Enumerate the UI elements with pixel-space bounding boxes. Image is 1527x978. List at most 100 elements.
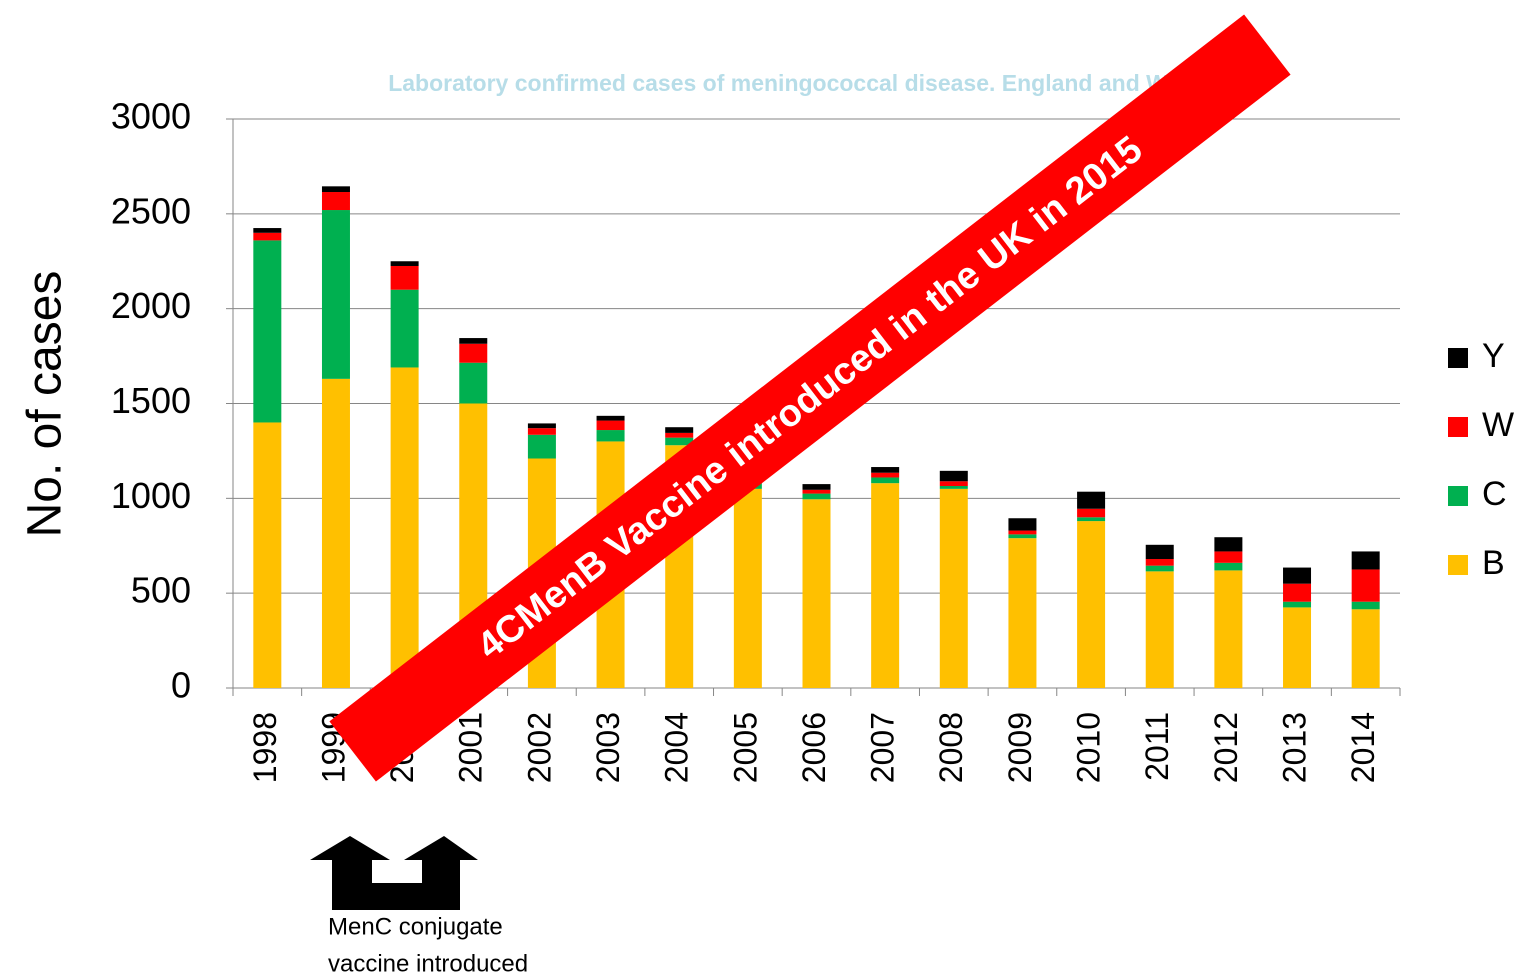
- bar-segment: [802, 499, 831, 688]
- chart-title: Laboratory confirmed cases of meningococ…: [388, 70, 1212, 96]
- annotation-text: vaccine introduced: [328, 950, 528, 977]
- bar-segment: [253, 422, 282, 688]
- x-tick-label: 2013: [1276, 712, 1312, 783]
- x-tick-label: 2012: [1208, 712, 1244, 783]
- bar-segment: [321, 192, 350, 211]
- bar-segment: [939, 470, 968, 482]
- legend-label: Y: [1482, 337, 1505, 375]
- annotation-text: MenC conjugate: [328, 913, 503, 940]
- x-tick-label: 2005: [727, 712, 763, 783]
- bar-segment: [1077, 517, 1106, 522]
- bar-segment: [459, 338, 488, 344]
- y-axis-label: No. of cases: [19, 271, 72, 538]
- x-tick-label: 2003: [590, 712, 626, 783]
- bar-segment: [665, 427, 694, 433]
- plot-area: 0500100015002000250030001998199920002001…: [111, 96, 1401, 783]
- x-tick-label: 2006: [796, 712, 832, 783]
- arrow: [310, 836, 478, 910]
- bar-segment: [390, 289, 419, 368]
- bar-segment: [939, 481, 968, 487]
- bar-segment: [1351, 569, 1380, 602]
- bar-segment: [321, 378, 350, 688]
- x-tick-label: 2014: [1345, 712, 1381, 783]
- x-tick-label: 2001: [453, 712, 489, 783]
- x-tick-label: 1998: [247, 712, 283, 783]
- bar-segment: [596, 430, 625, 442]
- bar-segment: [665, 432, 694, 438]
- legend-swatch: [1448, 417, 1468, 437]
- y-tick-label: 2000: [111, 285, 191, 326]
- y-tick-label: 0: [171, 665, 191, 706]
- bar-segment: [1077, 491, 1106, 509]
- bar-segment: [1008, 534, 1037, 539]
- bar-segment: [1145, 571, 1174, 688]
- legend-swatch: [1448, 348, 1468, 368]
- bar-segment: [1214, 537, 1243, 552]
- bar-segment: [1351, 551, 1380, 570]
- legend-label: W: [1482, 406, 1514, 444]
- bar-segment: [939, 488, 968, 688]
- y-tick-label: 500: [131, 570, 191, 611]
- bar-segment: [1351, 601, 1380, 610]
- bar-segment: [527, 428, 556, 435]
- bar-segment: [253, 240, 282, 423]
- y-tick-label: 1000: [111, 475, 191, 516]
- bar-segment: [253, 232, 282, 241]
- bar-segment: [390, 367, 419, 688]
- bar-segment: [1077, 508, 1106, 518]
- bar-segment: [1008, 530, 1037, 535]
- bar-segment: [802, 484, 831, 490]
- bar-segment: [1214, 562, 1243, 571]
- bar-segment: [527, 434, 556, 459]
- bar-segment: [596, 420, 625, 431]
- bar-segment: [1008, 518, 1037, 531]
- legend-label: C: [1482, 475, 1507, 513]
- legend-label: B: [1482, 544, 1505, 582]
- bar-segment: [459, 343, 488, 363]
- bar-segment: [871, 472, 900, 478]
- bar-segment: [321, 210, 350, 379]
- x-tick-label: 2002: [521, 712, 557, 783]
- legend-swatch: [1448, 555, 1468, 575]
- bar-segment: [1283, 583, 1312, 602]
- bar-segment: [321, 186, 350, 193]
- x-tick-label: 2008: [933, 712, 969, 783]
- bar-segment: [253, 228, 282, 233]
- bar-segment: [665, 437, 694, 446]
- bar-segment: [1214, 570, 1243, 688]
- banner-background: [329, 14, 1291, 782]
- bar-segment: [1351, 609, 1380, 688]
- y-tick-label: 2500: [111, 190, 191, 231]
- bar-segment: [459, 362, 488, 404]
- x-tick-label: 2009: [1002, 712, 1038, 783]
- bar-segment: [1145, 544, 1174, 560]
- x-tick-label: 2011: [1139, 712, 1175, 781]
- bar-segment: [1008, 538, 1037, 688]
- y-tick-label: 1500: [111, 380, 191, 421]
- bar-segment: [1214, 551, 1243, 563]
- x-tick-label: 2007: [865, 712, 901, 783]
- bar-segment: [871, 467, 900, 473]
- bar-segment: [1077, 521, 1106, 688]
- bar-segment: [1283, 607, 1312, 688]
- y-tick-label: 3000: [111, 96, 191, 137]
- bar-segment: [871, 477, 900, 484]
- bar-segment: [527, 423, 556, 429]
- bar-segment: [939, 486, 968, 489]
- bar-segment: [390, 265, 419, 290]
- legend-swatch: [1448, 486, 1468, 506]
- bar-segment: [802, 493, 831, 500]
- bar-segment: [1145, 565, 1174, 572]
- bar-segment: [1145, 559, 1174, 566]
- bar-segment: [596, 415, 625, 421]
- x-tick-label: 2004: [659, 712, 695, 783]
- bar-segment: [733, 488, 762, 688]
- bar-segment: [802, 489, 831, 494]
- x-tick-label: 2010: [1071, 712, 1107, 783]
- bar-segment: [1283, 567, 1312, 584]
- bar-segment: [390, 261, 419, 266]
- bar-segment: [1283, 601, 1312, 608]
- bar-segment: [871, 483, 900, 688]
